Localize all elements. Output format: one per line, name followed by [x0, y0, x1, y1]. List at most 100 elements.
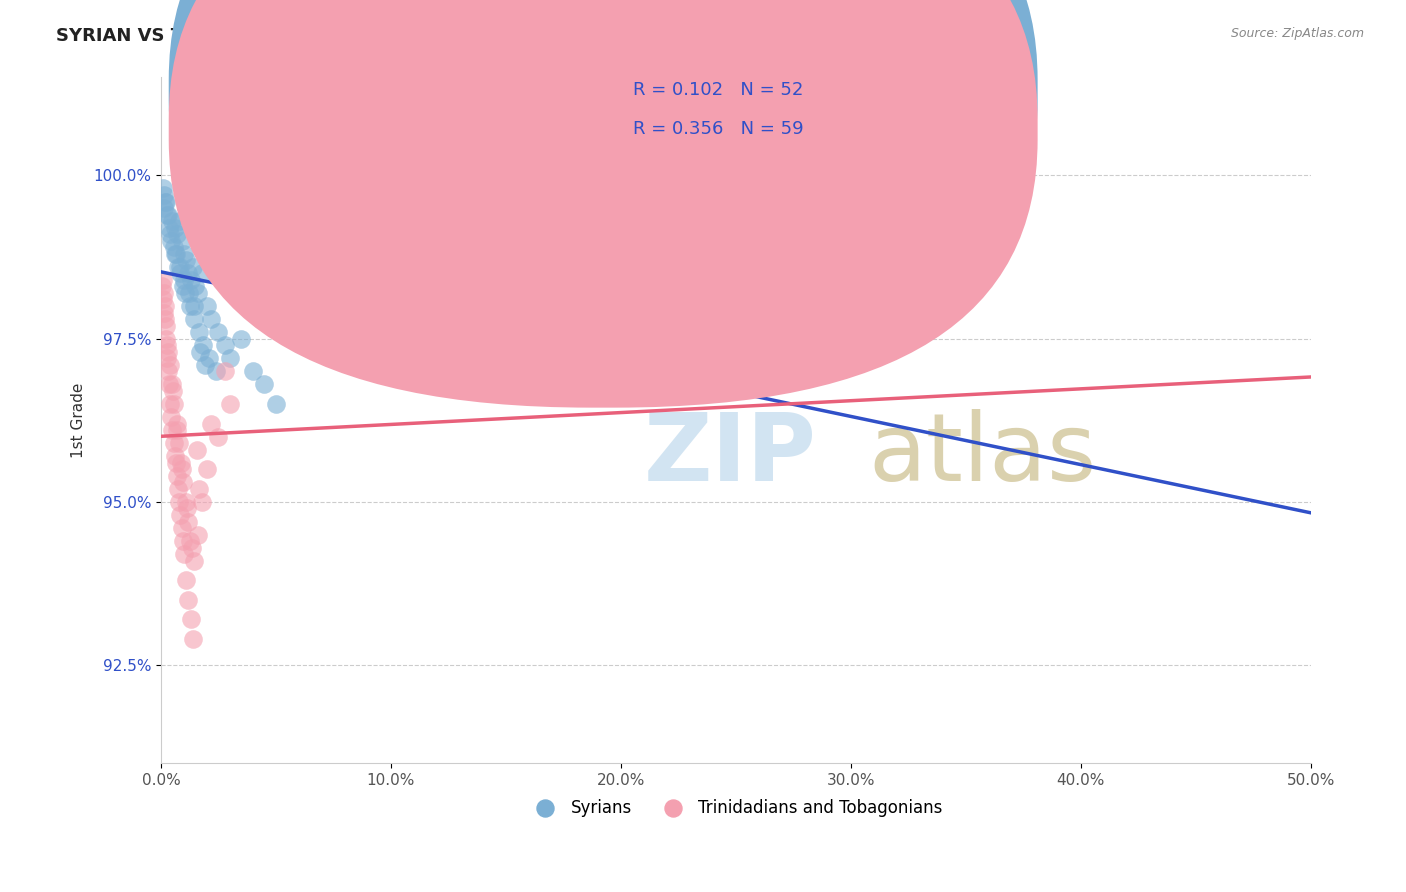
Point [156, 364, 179, 378]
Point [172, 534, 194, 549]
Legend: Syrians, Trinidadians and Tobagonians: Syrians, Trinidadians and Tobagonians [522, 792, 949, 823]
Point [198, 351, 221, 366]
Point [207, 429, 229, 443]
Point [169, 495, 191, 509]
Point [153, 299, 176, 313]
Point [186, 442, 208, 457]
Point [165, 456, 187, 470]
Point [153, 201, 176, 215]
Point [214, 364, 236, 378]
Point [169, 260, 191, 274]
Point [207, 325, 229, 339]
Point [183, 554, 205, 568]
Point [163, 449, 186, 463]
Point [200, 312, 222, 326]
Point [187, 527, 209, 541]
Point [183, 312, 205, 326]
Point [174, 253, 197, 268]
Y-axis label: 1st Grade: 1st Grade [72, 383, 86, 458]
Text: SYRIAN VS TRINIDADIAN AND TOBAGONIAN 1ST GRADE CORRELATION CHART: SYRIAN VS TRINIDADIAN AND TOBAGONIAN 1ST… [56, 27, 838, 45]
Point [167, 482, 190, 496]
Point [195, 462, 218, 476]
Point [150, 279, 173, 293]
Point [152, 293, 174, 307]
Point [181, 260, 204, 274]
Point [264, 397, 287, 411]
Point [276, 266, 298, 280]
Point [169, 214, 191, 228]
Point [195, 299, 218, 313]
Point [165, 246, 187, 260]
Point [157, 344, 180, 359]
Point [153, 305, 176, 319]
Point [167, 260, 190, 274]
Point [153, 194, 176, 209]
Point [191, 266, 214, 280]
Text: ZIP: ZIP [644, 409, 817, 500]
Point [191, 495, 214, 509]
Point [166, 468, 188, 483]
Point [177, 592, 200, 607]
Point [194, 358, 217, 372]
Point [170, 521, 193, 535]
Point [159, 358, 181, 372]
Point [170, 234, 193, 248]
Point [177, 515, 200, 529]
Point [162, 214, 184, 228]
Point [495, 155, 517, 169]
Point [172, 279, 194, 293]
Point [162, 240, 184, 254]
Point [155, 194, 177, 209]
Point [160, 377, 183, 392]
Point [177, 285, 200, 300]
Point [152, 285, 174, 300]
Point [188, 344, 211, 359]
Point [157, 220, 180, 235]
Point [162, 423, 184, 437]
Point [156, 208, 179, 222]
Point [200, 417, 222, 431]
Point [176, 501, 198, 516]
Point [219, 397, 242, 411]
Point [162, 384, 184, 398]
Point [187, 285, 209, 300]
Point [205, 364, 228, 378]
Point [180, 273, 202, 287]
Point [173, 246, 195, 260]
Text: R = 0.356   N = 59: R = 0.356 N = 59 [633, 120, 803, 138]
Point [253, 299, 276, 313]
Point [187, 325, 209, 339]
Text: atlas: atlas [868, 409, 1097, 500]
Point [159, 234, 181, 248]
Point [170, 462, 193, 476]
Text: Source: ZipAtlas.com: Source: ZipAtlas.com [1230, 27, 1364, 40]
Point [180, 612, 202, 626]
Point [163, 397, 186, 411]
Point [169, 508, 191, 522]
Point [155, 332, 177, 346]
Point [183, 299, 205, 313]
Point [162, 436, 184, 450]
Point [219, 351, 242, 366]
Point [163, 220, 186, 235]
Point [174, 574, 197, 588]
Point [193, 338, 215, 352]
Point [152, 188, 174, 202]
Point [214, 338, 236, 352]
Point [179, 534, 201, 549]
Point [160, 410, 183, 425]
Point [159, 227, 181, 242]
Point [311, 332, 333, 346]
Point [172, 475, 194, 490]
Point [152, 181, 174, 195]
Point [179, 299, 201, 313]
Point [165, 246, 187, 260]
Point [166, 227, 188, 242]
Point [169, 266, 191, 280]
Point [159, 397, 181, 411]
Point [231, 332, 253, 346]
Point [167, 436, 190, 450]
Point [156, 351, 179, 366]
Point [166, 423, 188, 437]
Point [156, 338, 179, 352]
